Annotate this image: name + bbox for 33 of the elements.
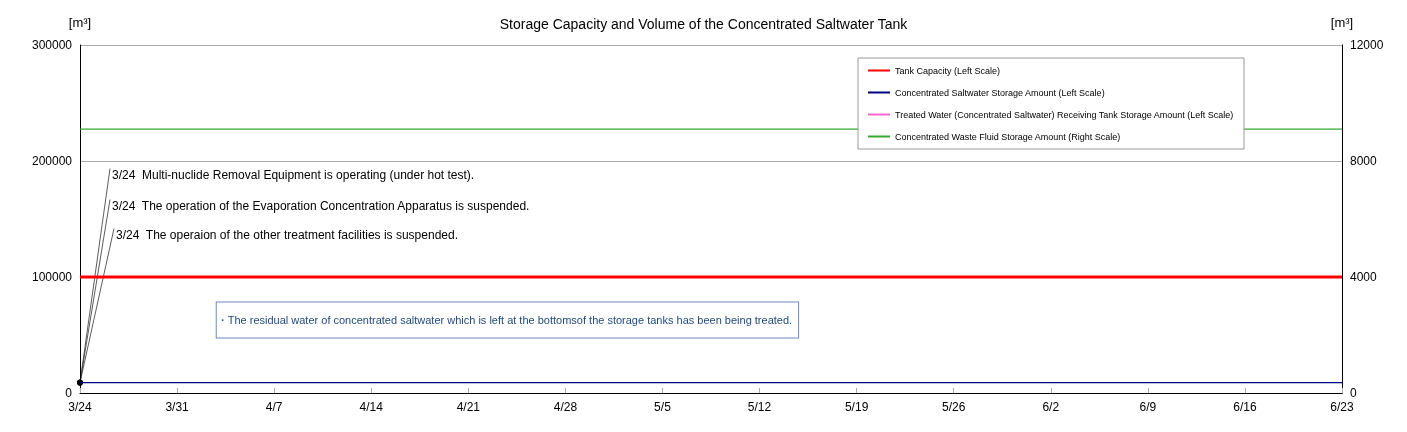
y2-tick-label: 8000	[1350, 154, 1378, 168]
annotation: 3/24 The operaion of the other treatment facilities is suspended.	[116, 227, 458, 242]
y2-tick-label: 12000	[1350, 38, 1384, 52]
x-tick-label: 5/12	[747, 400, 772, 414]
x-tick-label: 5/26	[942, 400, 966, 414]
y-axis-title: [m³]	[68, 15, 92, 30]
x-tick-label: 4/7	[265, 400, 283, 414]
y-tick-label: 200000	[31, 154, 73, 168]
annotation: ・The residual water of concentrated saltwater which is left at the bottomsof the storage tanks has been being treated.	[216, 313, 793, 326]
x-tick-label: 6/9	[1139, 400, 1157, 414]
legend-label: Concentrated Saltwater Storage Amount (Left Scale)	[895, 87, 1105, 98]
y2-tick-label: 0	[1350, 386, 1357, 400]
chart-title: Storage Capacity and Volume of the Concentrated Saltwater Tank	[499, 16, 909, 32]
x-tick-label: 6/16	[1233, 400, 1257, 414]
x-tick-label: 3/24	[68, 400, 92, 414]
legend-label: Concentrated Waste Fluid Storage Amount (Right Scale)	[895, 131, 1121, 142]
legend-label: Tank Capacity (Left Scale)	[895, 65, 1001, 76]
x-tick-label: 4/21	[456, 400, 481, 414]
x-tick-label: 6/23	[1330, 400, 1354, 414]
y-tick-label: 0	[65, 386, 73, 400]
x-tick-label: 6/2	[1042, 400, 1060, 414]
annotation: 3/24 The operation of the Evaporation Concentration Apparatus is suspended.	[112, 198, 530, 213]
y-tick-label: 300000	[31, 38, 73, 52]
x-tick-label: 5/19	[844, 400, 869, 414]
x-tick-label: 4/14	[359, 400, 384, 414]
legend-label: Treated Water (Concentrated Saltwater) Receiving Tank Storage Amount (Left Scale)	[895, 109, 1234, 120]
x-tick-label: 5/5	[654, 400, 672, 414]
annotation: 3/24 Multi-nuclide Removal Equipment is operating (under hot test).	[112, 167, 475, 182]
y2-tick-label: 4000	[1350, 270, 1378, 284]
y-tick-label: 100000	[31, 270, 73, 284]
x-tick-label: 3/31	[165, 400, 190, 414]
x-tick-label: 4/28	[553, 400, 578, 414]
y2-axis-title: [m³]	[1330, 15, 1354, 30]
